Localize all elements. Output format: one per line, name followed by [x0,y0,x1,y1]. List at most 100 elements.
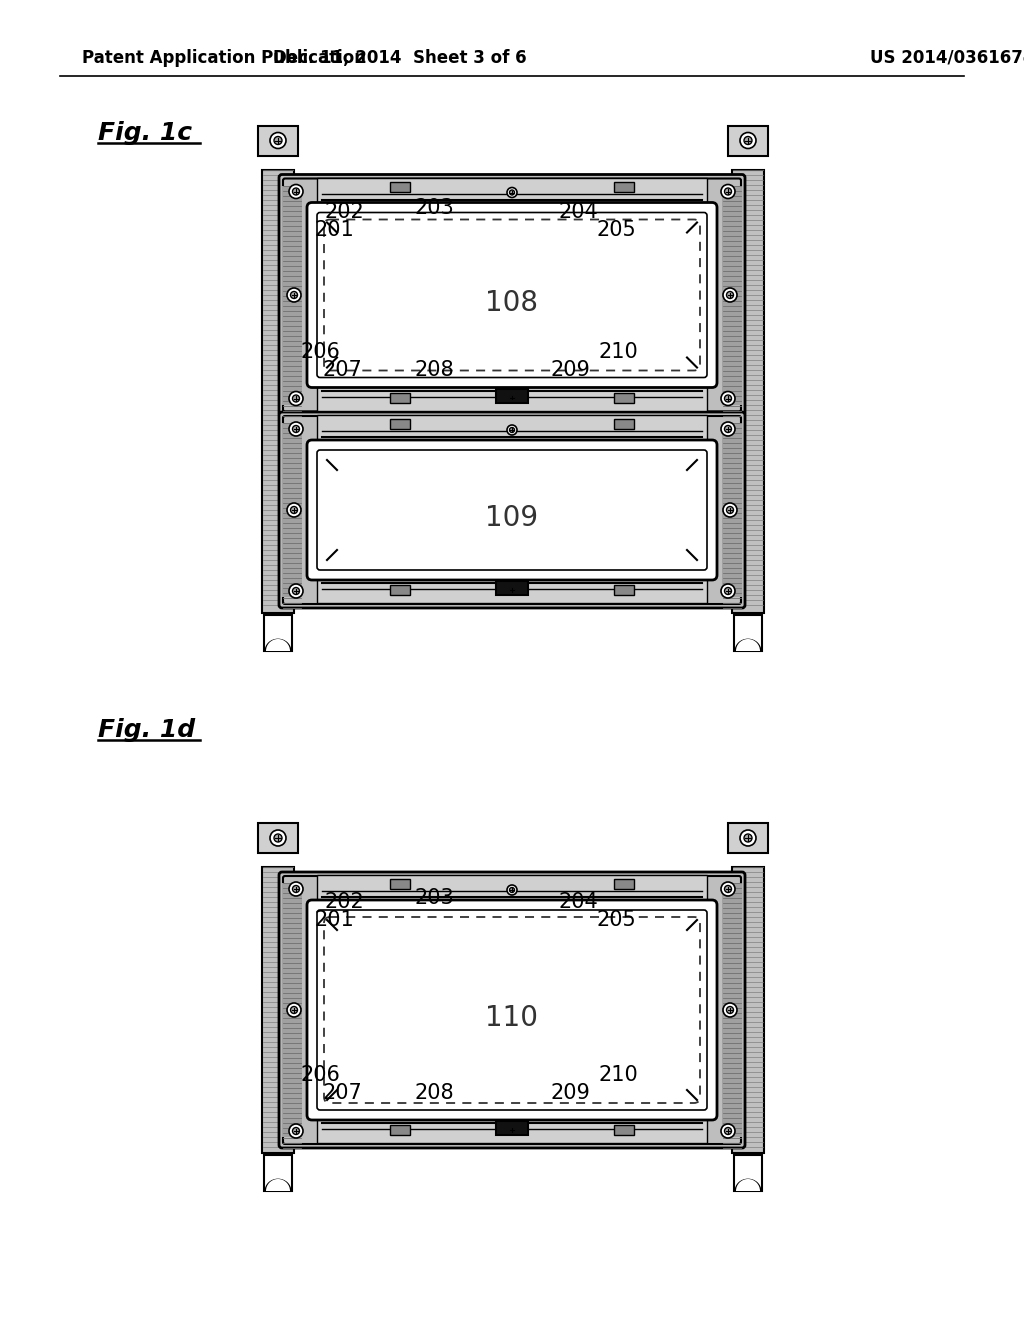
Bar [728,822,768,853]
Circle shape [721,392,735,405]
Bar [496,1121,528,1135]
Bar [614,181,634,191]
Circle shape [721,1125,735,1138]
Bar [390,585,410,595]
Circle shape [293,187,299,195]
Wedge shape [266,639,290,651]
Bar [317,384,707,411]
Text: 205: 205 [596,220,636,240]
Text: Fig. 1c: Fig. 1c [98,121,193,145]
Text: 210: 210 [598,342,638,362]
Wedge shape [266,1179,290,1191]
Circle shape [510,1127,514,1133]
Bar [317,577,707,603]
Bar [614,392,634,403]
Bar [614,418,634,429]
Circle shape [725,425,731,433]
Bar [390,181,410,191]
Circle shape [507,1125,517,1135]
Circle shape [293,1127,299,1134]
Bar [262,867,294,1152]
Circle shape [510,587,514,593]
Circle shape [726,1006,733,1014]
FancyBboxPatch shape [307,900,717,1119]
Text: 208: 208 [415,360,455,380]
Circle shape [293,886,299,892]
Bar [258,125,298,156]
Circle shape [510,428,514,433]
Bar [262,169,294,612]
Circle shape [510,887,514,892]
Wedge shape [736,1179,760,1191]
Circle shape [287,288,301,302]
Circle shape [507,425,517,436]
Bar [614,585,634,595]
Circle shape [507,392,517,403]
Circle shape [289,1125,303,1138]
Bar [317,1117,707,1143]
Circle shape [725,187,731,195]
Bar [390,392,410,403]
Circle shape [291,292,298,298]
Circle shape [740,830,756,846]
Circle shape [274,834,282,842]
Circle shape [725,1127,731,1134]
FancyBboxPatch shape [307,202,717,388]
Circle shape [293,587,299,594]
Text: 203: 203 [415,198,455,218]
Bar [614,1125,634,1135]
Text: 109: 109 [485,504,539,532]
Text: 201: 201 [314,909,353,931]
Text: 108: 108 [485,289,539,317]
Text: 201: 201 [314,220,353,240]
Circle shape [721,583,735,598]
Circle shape [287,1003,301,1016]
Text: 207: 207 [322,1082,361,1104]
Circle shape [293,425,299,433]
Circle shape [744,136,752,144]
Bar [282,883,302,1137]
Bar [732,867,764,1152]
FancyBboxPatch shape [279,174,745,416]
Circle shape [721,185,735,198]
Circle shape [725,395,731,403]
Text: 203: 203 [415,888,455,908]
Bar [390,1125,410,1135]
FancyBboxPatch shape [307,440,717,579]
Circle shape [740,132,756,149]
Bar [722,422,742,597]
Text: Patent Application Publication: Patent Application Publication [82,49,366,67]
Circle shape [293,395,299,403]
Circle shape [289,422,303,436]
Circle shape [289,583,303,598]
Bar [282,422,302,597]
Text: Fig. 1d: Fig. 1d [98,718,196,742]
Bar [264,1155,292,1191]
Bar [317,177,707,206]
Circle shape [510,395,514,400]
Text: 206: 206 [300,1065,340,1085]
Text: 207: 207 [322,360,361,380]
Circle shape [723,1003,737,1016]
Circle shape [289,882,303,896]
Circle shape [726,292,733,298]
Bar [258,822,298,853]
FancyBboxPatch shape [279,412,745,609]
Circle shape [723,288,737,302]
Bar [390,879,410,888]
Circle shape [507,884,517,895]
Circle shape [723,503,737,517]
Bar [734,1155,762,1191]
Text: 202: 202 [325,892,365,912]
Circle shape [725,886,731,892]
Bar [390,418,410,429]
Circle shape [289,185,303,198]
Circle shape [725,587,731,594]
Circle shape [287,503,301,517]
Text: 110: 110 [485,1005,539,1032]
Bar [722,186,742,404]
Text: 205: 205 [596,909,636,931]
FancyBboxPatch shape [279,873,745,1148]
Bar [496,388,528,403]
Circle shape [507,187,517,198]
